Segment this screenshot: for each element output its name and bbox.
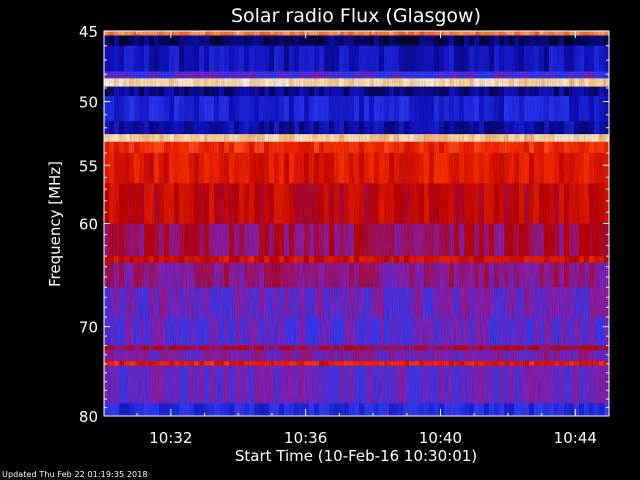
x-tick-label: 10:44	[554, 429, 597, 447]
x-axis: 10:32 10:36 10:40 10:44	[136, 31, 610, 447]
y-tick-label: 45	[79, 23, 98, 41]
x-tick-label: 10:32	[149, 429, 192, 447]
x-axis-label: Start Time (10-Feb-16 10:30:01)	[235, 447, 477, 465]
y-axis-label: Frequency [MHz]	[46, 161, 64, 287]
y-tick-label: 50	[79, 94, 98, 112]
x-tick-label: 10:36	[284, 429, 327, 447]
x-tick-label: 10:40	[419, 429, 462, 447]
y-tick-label: 60	[79, 216, 98, 234]
spectrogram-texture	[104, 31, 609, 416]
y-tick-label: 70	[79, 319, 98, 337]
updated-timestamp: Updated Thu Feb 22 01:19:35 2018	[2, 470, 148, 479]
y-tick-label: 55	[79, 157, 98, 175]
y-axis: 45 50 55 60 70 80	[79, 23, 609, 426]
y-tick-label: 80	[79, 408, 98, 426]
chart-title: Solar radio Flux (Glasgow)	[231, 5, 481, 27]
